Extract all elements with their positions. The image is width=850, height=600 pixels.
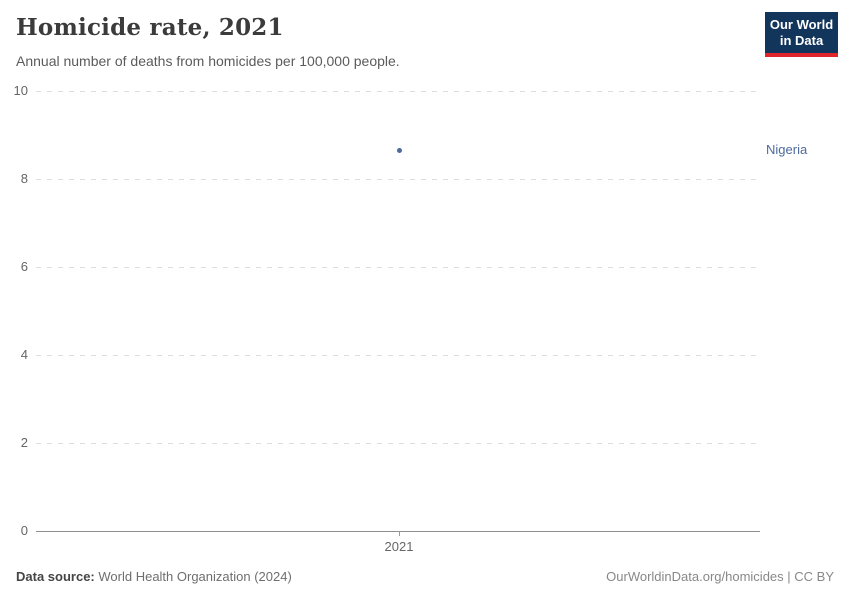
owid-logo-line2: in Data	[779, 33, 824, 48]
y-axis-tick-label: 2	[20, 435, 28, 450]
chart-subtitle: Annual number of deaths from homicides p…	[16, 53, 400, 69]
y-axis-tick-label: 0	[20, 523, 28, 538]
x-axis-tick	[399, 531, 400, 536]
gridline	[36, 179, 760, 180]
x-axis-tick-label: 2021	[384, 539, 414, 554]
data-source-value: World Health Organization (2024)	[98, 569, 292, 584]
y-axis-tick-label: 8	[20, 171, 28, 186]
owid-logo[interactable]: Our World in Data	[765, 12, 838, 57]
gridline	[36, 443, 760, 444]
data-source-label: Data source:	[16, 569, 95, 584]
page-title: Homicide rate, 2021	[16, 14, 284, 41]
y-axis-tick-label: 4	[20, 347, 28, 362]
gridline	[36, 355, 760, 356]
y-axis-tick-label: 6	[20, 259, 28, 274]
gridline	[36, 267, 760, 268]
data-point-nigeria[interactable]	[397, 148, 402, 153]
x-axis-line	[36, 531, 760, 532]
entity-label-nigeria[interactable]: Nigeria	[766, 142, 808, 157]
gridline	[36, 91, 760, 92]
owid-logo-line1: Our World	[769, 17, 834, 32]
data-source-note: Data source: World Health Organization (…	[16, 569, 292, 584]
credit-link[interactable]: OurWorldinData.org/homicides | CC BY	[606, 569, 834, 584]
y-axis-tick-label: 10	[13, 83, 28, 98]
